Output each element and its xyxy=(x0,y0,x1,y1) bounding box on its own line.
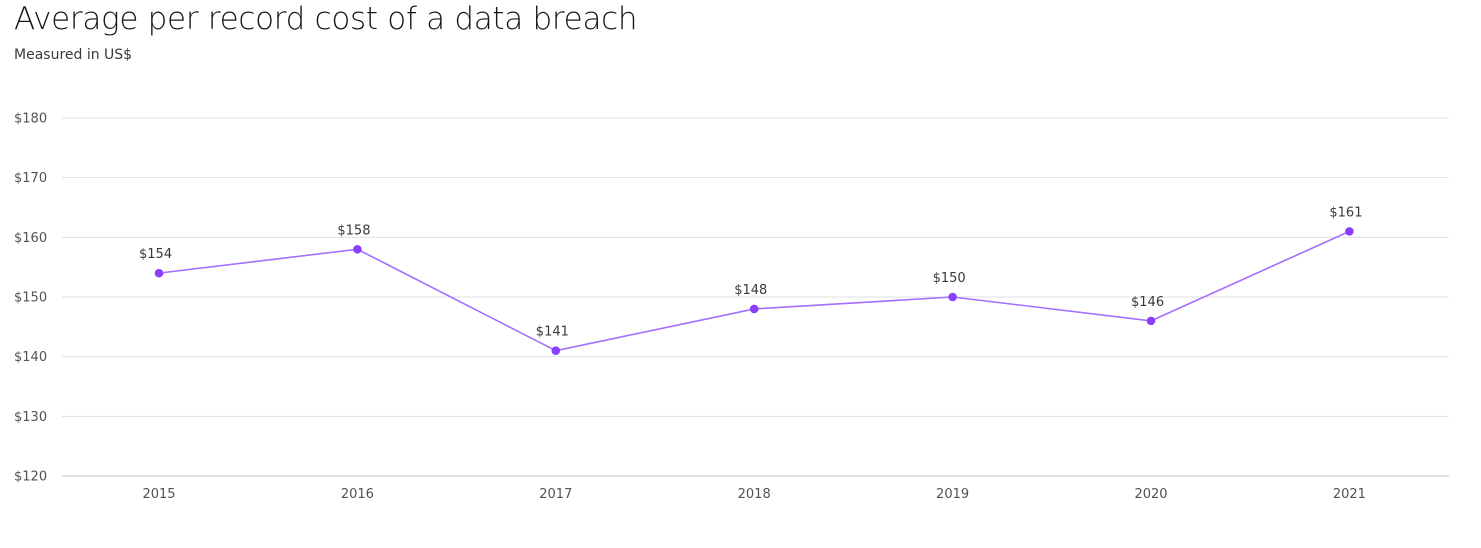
data-point xyxy=(948,292,957,302)
x-tick-label: 2017 xyxy=(539,487,572,502)
data-label: $150 xyxy=(933,271,966,286)
chart-subtitle: Measured in US$ xyxy=(14,47,133,63)
data-label: $158 xyxy=(337,223,370,238)
x-tick-label: 2018 xyxy=(738,487,771,502)
x-tick-label: 2019 xyxy=(936,487,969,502)
data-label: $148 xyxy=(734,283,767,298)
y-tick-label: $170 xyxy=(14,171,47,186)
data-label: $161 xyxy=(1329,205,1362,220)
gridlines xyxy=(62,117,1449,477)
chart-title: Average per record cost of a data breach xyxy=(14,1,638,37)
data-point xyxy=(1345,227,1354,236)
x-tick-label: 2015 xyxy=(142,487,175,502)
data-label: $146 xyxy=(1131,295,1164,310)
y-tick-label: $140 xyxy=(14,350,47,365)
data-point xyxy=(551,346,561,356)
y-tick-label: $150 xyxy=(14,291,47,306)
y-tick-label: $130 xyxy=(14,410,47,425)
data-point xyxy=(749,304,759,314)
y-tick-label: $180 xyxy=(14,112,47,127)
data-points xyxy=(154,227,1354,356)
data-point xyxy=(1146,316,1156,326)
y-tick-label: $160 xyxy=(14,231,47,246)
data-label: $154 xyxy=(139,247,172,262)
data-label: $141 xyxy=(536,325,569,340)
x-axis-tick-labels: 2015 2016 2017 2018 2019 2020 2021 xyxy=(142,487,1365,502)
data-labels: $154 $158 $141 $148 $150 $146 $161 xyxy=(139,205,1362,339)
y-tick-label: $120 xyxy=(14,470,47,485)
x-tick-label: 2021 xyxy=(1333,487,1366,502)
x-tick-label: 2016 xyxy=(341,487,374,502)
data-point xyxy=(353,244,362,254)
y-axis-tick-labels: $120 $130 $140 $150 $160 $170 $180 xyxy=(14,112,47,485)
x-tick-label: 2020 xyxy=(1134,487,1167,502)
data-point xyxy=(154,268,164,278)
